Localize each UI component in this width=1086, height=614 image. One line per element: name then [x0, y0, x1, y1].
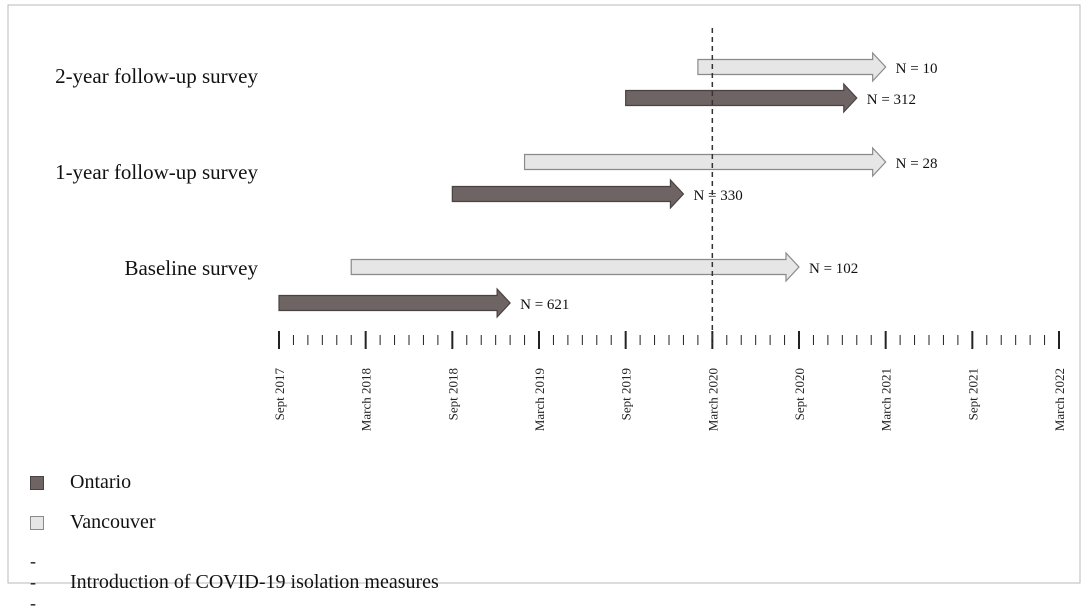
timeline-chart: 2-year follow-up survey N = 10 N = 312 1-ye…	[7, 4, 1081, 584]
row-label: Baseline survey	[124, 256, 258, 280]
n-label: N = 102	[809, 261, 858, 277]
x-axis-tick-label: Sept 2019	[619, 368, 634, 420]
x-axis-tick-label: March 2021	[879, 368, 894, 431]
chart-border	[7, 4, 1081, 584]
bar-ontario	[625, 82, 858, 114]
row-label: 2-year follow-up survey	[55, 64, 258, 88]
n-label: N = 621	[520, 297, 569, 313]
legend-label-covid-marker: Introduction of COVID-19 isolation measu…	[70, 571, 439, 593]
x-axis-tick-label: Sept 2021	[965, 368, 980, 420]
bar-vancouver	[523, 146, 887, 178]
chart-frame: 2-year follow-up survey N = 10 N = 312 1-ye…	[7, 4, 1081, 613]
x-axis-tick-label: Sept 2017	[272, 368, 287, 421]
legend-item-vancouver: Vancouver	[30, 511, 156, 534]
n-label: N = 330	[693, 188, 742, 204]
x-axis-tick-label: March 2019	[532, 368, 547, 431]
legend-swatch-ontario	[30, 475, 44, 490]
x-axis-tick-label: Sept 2020	[792, 368, 807, 420]
bar-vancouver	[697, 51, 887, 83]
bar-ontario	[278, 287, 511, 319]
row-label: 1-year follow-up survey	[55, 160, 258, 184]
rows-layer: 2-year follow-up survey N = 10 N = 312 1-ye…	[55, 51, 938, 319]
x-axis-tick-label: March 2022	[1052, 368, 1067, 431]
legend-item-ontario: Ontario	[30, 471, 131, 494]
legend-swatch-vancouver	[30, 515, 44, 530]
n-label: N = 312	[867, 92, 916, 108]
bar-ontario	[451, 178, 685, 210]
x-axis-tick-label: March 2018	[359, 368, 374, 431]
bar-vancouver	[350, 251, 800, 283]
x-axis: Sept 2017 March 2018 Sept 2018 March 2019 Se…	[272, 331, 1067, 431]
n-label: N = 28	[896, 156, 938, 172]
legend-label-vancouver: Vancouver	[70, 511, 156, 533]
n-label: N = 10	[896, 61, 938, 77]
x-axis-tick-label: March 2020	[705, 368, 720, 431]
legend-dash-icon: - - -	[30, 551, 37, 613]
legend-label-ontario: Ontario	[70, 471, 132, 493]
legend-item-covid-marker: - - - Introduction of COVID-19 isolation…	[30, 551, 439, 614]
x-axis-tick-label: Sept 2018	[445, 368, 460, 420]
